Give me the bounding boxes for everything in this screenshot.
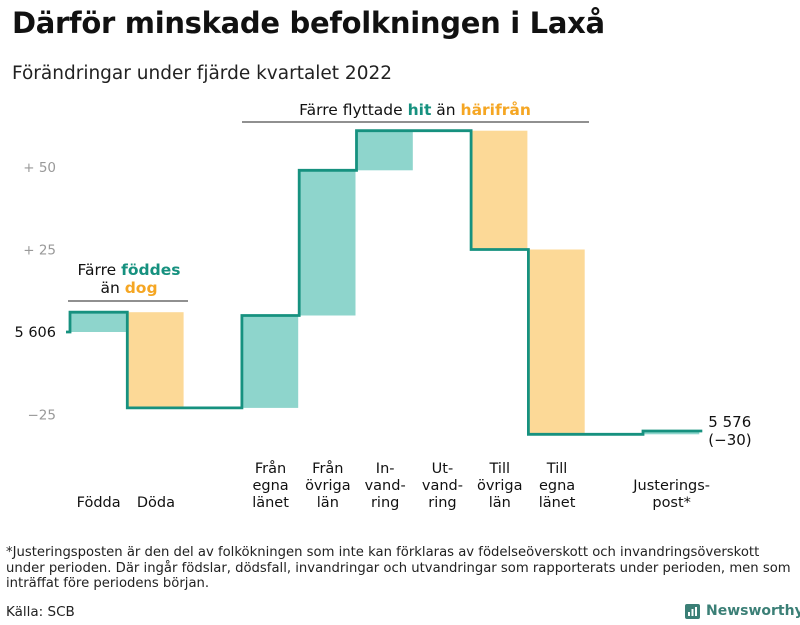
category-label: Födda: [77, 495, 121, 511]
waterfall-bar: [529, 249, 585, 435]
category-label: Till: [546, 461, 568, 477]
category-label: Justerings-: [632, 478, 710, 494]
category-label: län: [489, 495, 511, 511]
category-label: övriga: [477, 478, 523, 494]
cumulative-step-line: [66, 129, 703, 436]
category-label: ring: [371, 495, 399, 511]
category-label: Från: [312, 460, 343, 477]
category-label: länet: [539, 495, 576, 511]
category-label: Ut-: [432, 461, 454, 477]
category-label: ring: [428, 495, 456, 511]
page-subtitle: Förändringar under fjärde kvartalet 2022: [12, 63, 393, 84]
footnote: *Justeringsposten är den del av folkökni…: [6, 545, 791, 591]
start-value-label: 5 606: [14, 325, 56, 341]
category-label: Döda: [137, 495, 175, 511]
waterfall-bar: [472, 130, 528, 250]
page-title: Därför minskade befolkningen i Laxå: [12, 6, 605, 40]
waterfall-bar: [644, 431, 700, 435]
category-label: egna: [252, 478, 288, 494]
bar-chart-icon: [685, 603, 700, 619]
annotation-births-line2: än dog: [100, 279, 157, 297]
waterfall-bar: [128, 312, 184, 408]
category-label: vand-: [365, 478, 406, 494]
waterfall-bar: [242, 315, 299, 408]
category-label: Från: [255, 460, 286, 477]
end-change-label: (−30): [708, 431, 751, 449]
y-tick-label: −25: [28, 408, 57, 424]
waterfall-bar: [357, 130, 413, 171]
waterfall-bar: [300, 170, 356, 316]
source-label: Källa: SCB: [6, 604, 75, 620]
category-label: In-: [376, 461, 395, 477]
brand-name: Newsworthy: [706, 603, 800, 619]
category-label: Till: [489, 461, 511, 477]
category-label: länet: [252, 495, 289, 511]
annotation-births-line1: Färre föddes: [78, 261, 181, 279]
category-label: post*: [652, 495, 691, 511]
annotation-migration: Färre flyttade hit än härifrån: [299, 100, 531, 119]
category-label: övriga: [305, 478, 351, 494]
y-tick-label: + 25: [23, 243, 56, 259]
end-value-label: 5 576: [708, 413, 751, 431]
y-tick-label: + 50: [23, 160, 56, 176]
category-label: vand-: [422, 478, 463, 494]
category-label: län: [317, 495, 339, 511]
brand-logo: Newsworthy: [685, 603, 800, 619]
category-label: egna: [539, 478, 575, 494]
waterfall-bar: [71, 312, 127, 332]
